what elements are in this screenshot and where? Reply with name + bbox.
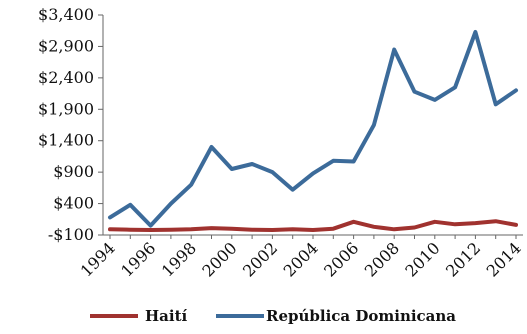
x-tick-label: 2006	[320, 238, 362, 280]
series-line-2	[108, 30, 518, 228]
x-tick-label: 2010	[401, 238, 443, 280]
x-tick-label: 2012	[442, 238, 484, 280]
x-tick-label: 1998	[158, 238, 200, 280]
y-tick-label: $2,900	[38, 36, 94, 55]
x-tick-label: 2002	[239, 238, 281, 280]
legend-label-1: Haití	[145, 307, 188, 325]
y-tick-label: $900	[53, 162, 94, 181]
x-axis-ticks: 1994199619982000200220042006200820102012…	[77, 235, 525, 281]
chart-axes	[102, 15, 523, 236]
y-axis-ticks: -$100 $400 $900 $1,400 $1,900 $2,400 $2,900 $3,…	[38, 5, 103, 244]
x-tick-label: 2004	[280, 238, 322, 280]
x-tick-label: 1996	[117, 238, 159, 280]
y-tick-label: $1,900	[38, 99, 94, 118]
x-tick-label: 2008	[361, 238, 403, 280]
y-tick-label: $3,400	[38, 5, 94, 24]
x-tick-label: 1994	[77, 238, 119, 280]
y-tick-label: $2,400	[38, 68, 94, 87]
y-tick-label: -$100	[48, 225, 94, 244]
chart-legend: Haití República Dominicana	[90, 307, 456, 325]
x-tick-label: 2000	[198, 238, 240, 280]
legend-label-2: República Dominicana	[266, 307, 456, 325]
x-tick-label: 2014	[483, 238, 525, 280]
chart-series	[108, 30, 518, 232]
y-tick-label: $1,400	[38, 131, 94, 150]
series-line-1	[108, 219, 518, 232]
y-tick-label: $400	[53, 194, 94, 213]
